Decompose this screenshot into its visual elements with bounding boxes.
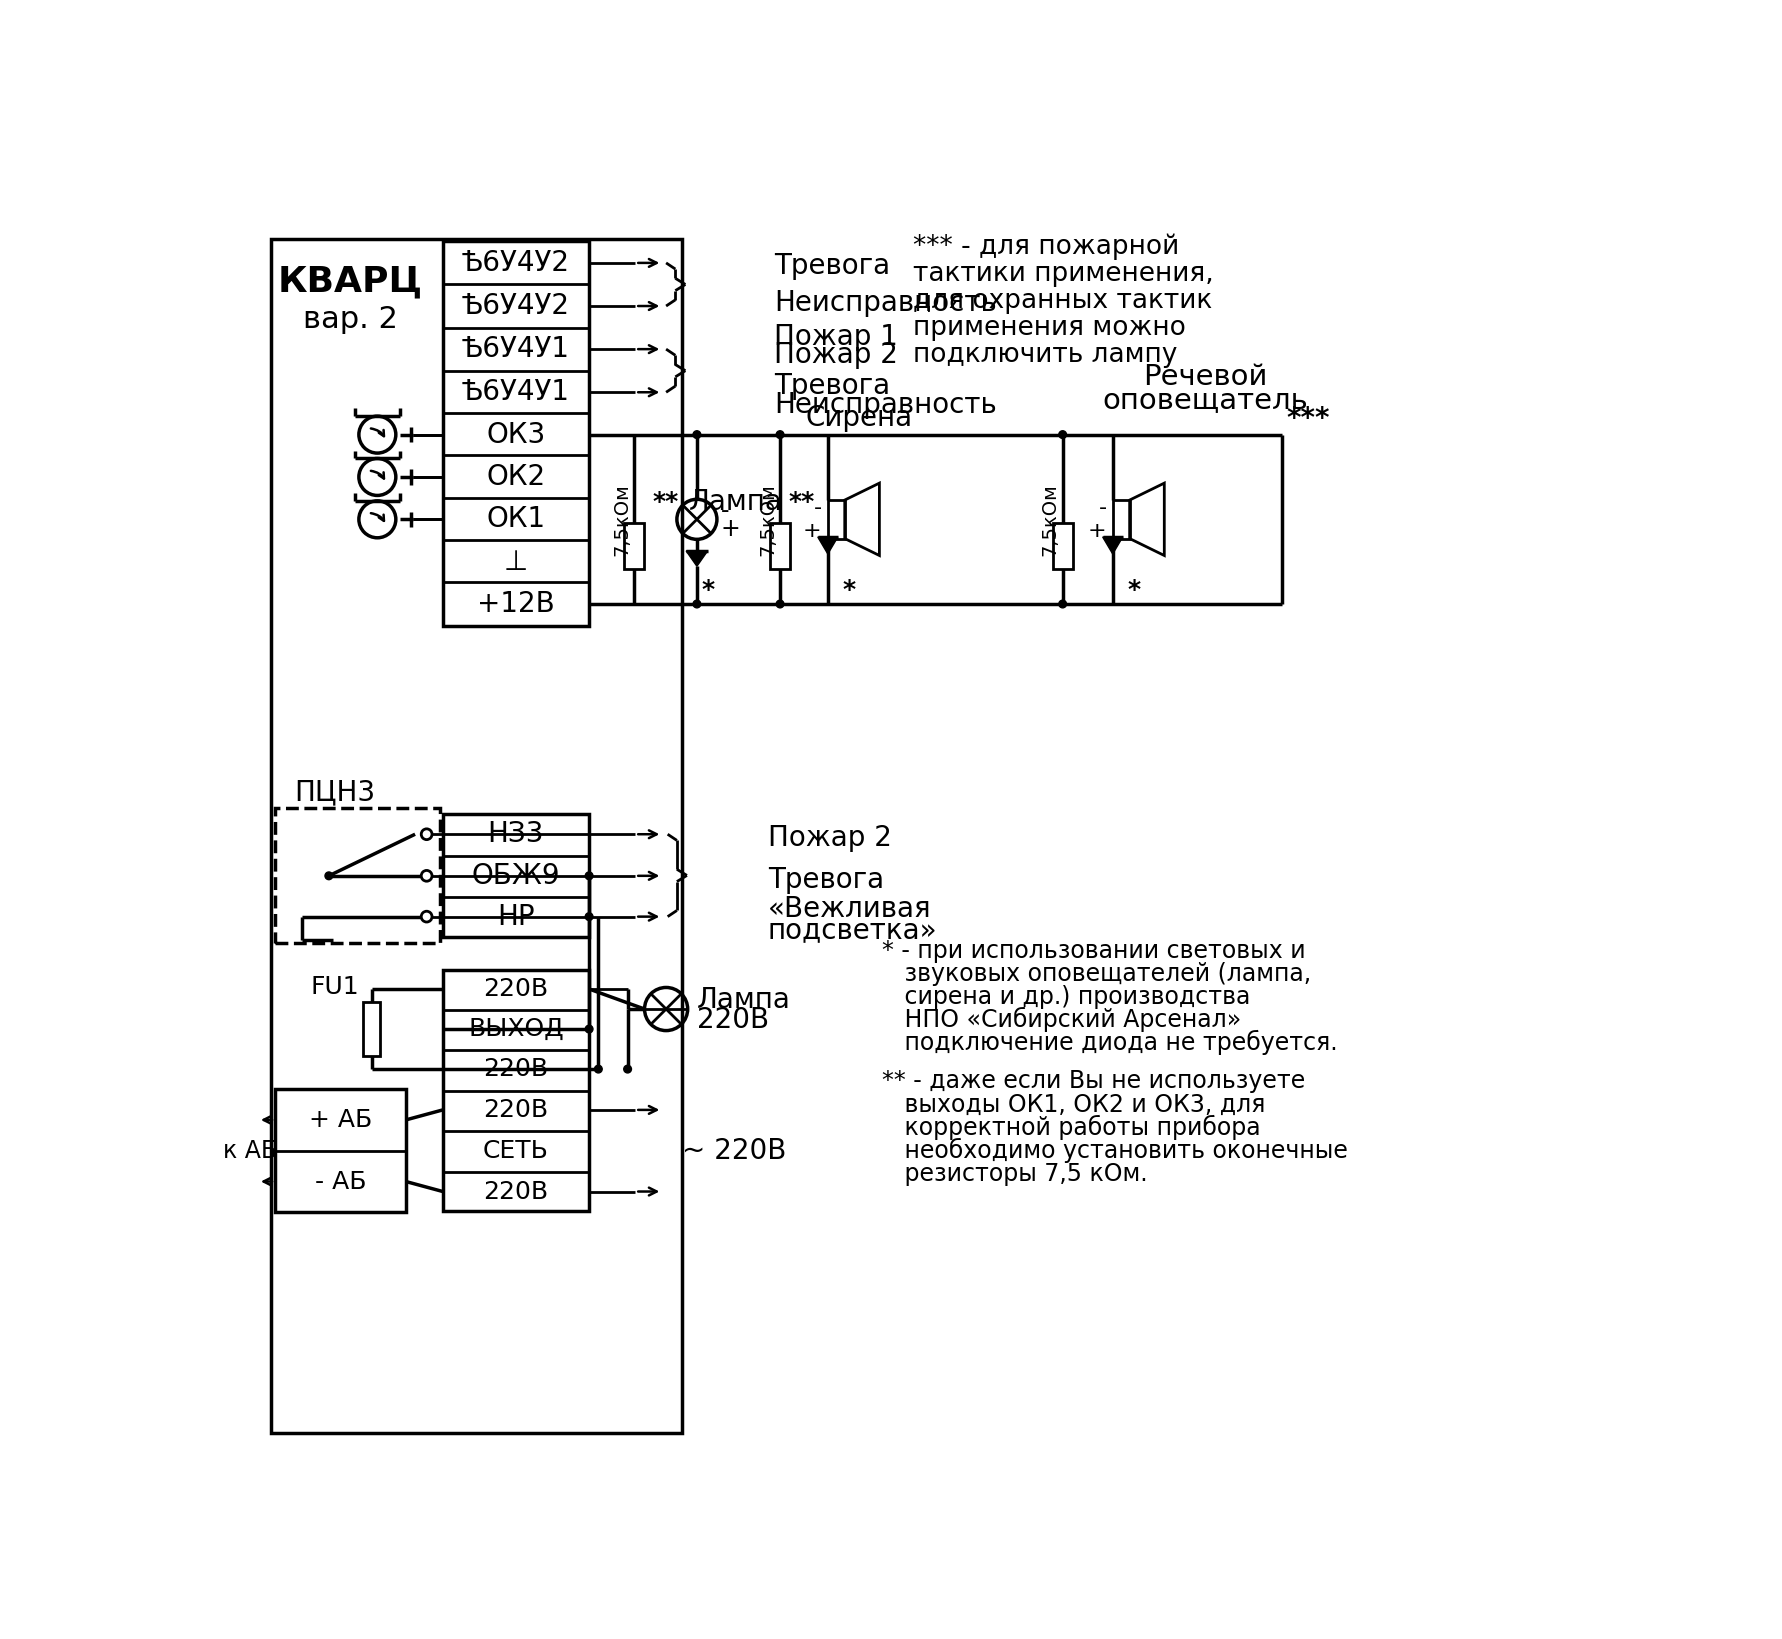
- Text: *: *: [843, 579, 855, 602]
- Text: подсветка»: подсветка»: [768, 916, 937, 944]
- Circle shape: [777, 431, 784, 439]
- Text: *: *: [702, 579, 715, 602]
- Bar: [624, 523, 643, 569]
- Text: Тревога: Тревога: [773, 372, 889, 400]
- Text: FU1: FU1: [310, 975, 360, 998]
- Text: вар. 2: вар. 2: [303, 305, 397, 334]
- Text: Пожар 2: Пожар 2: [773, 341, 898, 369]
- Text: ПЦН3: ПЦН3: [294, 779, 376, 806]
- Text: выходы ОК1, ОК2 и ОК3, для: выходы ОК1, ОК2 и ОК3, для: [882, 1093, 1265, 1116]
- Circle shape: [324, 872, 333, 880]
- Text: 7,5кОм: 7,5кОм: [759, 484, 777, 556]
- Text: - АБ: - АБ: [315, 1170, 365, 1193]
- Text: +: +: [804, 521, 822, 541]
- Text: Ѣ6У4У2: Ѣ6У4У2: [462, 249, 570, 277]
- Text: *** - для пожарной: *** - для пожарной: [912, 233, 1178, 261]
- Text: 220В: 220В: [483, 1098, 549, 1123]
- Text: ⊥: ⊥: [504, 547, 527, 575]
- Text: Ѣ6У4У1: Ѣ6У4У1: [462, 379, 570, 406]
- Text: +12В: +12В: [478, 590, 554, 618]
- Text: Тревога: Тревога: [768, 865, 884, 893]
- Text: Пожар 2: Пожар 2: [768, 824, 891, 852]
- Bar: [271, 239, 681, 1432]
- Circle shape: [693, 431, 700, 439]
- Polygon shape: [818, 538, 838, 554]
- Circle shape: [595, 1065, 602, 1074]
- Text: + АБ: + АБ: [308, 1108, 372, 1133]
- Circle shape: [624, 1065, 631, 1074]
- Text: Ѣ6У4У2: Ѣ6У4У2: [462, 292, 570, 320]
- Text: ***: ***: [1287, 405, 1329, 433]
- Text: сирена и др.) производства: сирена и др.) производства: [882, 985, 1251, 1008]
- Text: 220В: 220В: [483, 977, 549, 1001]
- Text: Неисправность: Неисправность: [773, 390, 996, 418]
- Text: ОБЖ9: ОБЖ9: [472, 862, 560, 890]
- Text: СЕТЬ: СЕТЬ: [483, 1139, 549, 1162]
- Polygon shape: [1103, 538, 1123, 554]
- Text: 220В: 220В: [697, 1006, 770, 1034]
- Text: Ѣ6У4У1: Ѣ6У4У1: [462, 334, 570, 364]
- Text: Пожар 1: Пожар 1: [773, 323, 898, 351]
- Bar: [1112, 500, 1130, 539]
- Text: Речевой: Речевой: [1142, 362, 1267, 390]
- Text: ВЫХОД: ВЫХОД: [469, 1018, 563, 1041]
- Text: звуковых оповещателей (лампа,: звуковых оповещателей (лампа,: [882, 962, 1312, 985]
- Text: КВАРЦ: КВАРЦ: [278, 264, 422, 298]
- Bar: [274, 808, 440, 942]
- Text: Лампа: Лампа: [697, 985, 791, 1015]
- Text: -: -: [1098, 498, 1107, 518]
- Text: ** - даже если Вы не используете: ** - даже если Вы не используете: [882, 1069, 1304, 1093]
- Circle shape: [777, 600, 784, 608]
- Text: ~ 220В: ~ 220В: [681, 1137, 786, 1165]
- Bar: [364, 1001, 380, 1056]
- Text: **: **: [652, 490, 679, 515]
- Polygon shape: [686, 551, 707, 567]
- Text: «Вежливая: «Вежливая: [768, 895, 932, 923]
- Text: Тревога: Тревога: [773, 252, 889, 280]
- Text: применения можно: применения можно: [912, 315, 1185, 341]
- Text: 220В: 220В: [483, 1057, 549, 1082]
- Text: ОК3: ОК3: [486, 421, 545, 449]
- Text: подключение диода не требуется.: подключение диода не требуется.: [882, 1031, 1336, 1056]
- Bar: [770, 523, 789, 569]
- Circle shape: [584, 913, 593, 921]
- Bar: [442, 241, 590, 626]
- Text: Лампа: Лампа: [688, 488, 782, 516]
- Text: 220В: 220В: [483, 1180, 549, 1203]
- Text: -: -: [720, 500, 729, 523]
- Bar: [274, 1088, 406, 1213]
- Text: ОК1: ОК1: [486, 505, 545, 533]
- Circle shape: [584, 872, 593, 880]
- Text: +: +: [720, 518, 741, 541]
- Bar: [442, 815, 590, 936]
- Text: +: +: [1089, 521, 1107, 541]
- Text: НПО «Сибирский Арсенал»: НПО «Сибирский Арсенал»: [882, 1008, 1240, 1033]
- Text: корректной работы прибора: корректной работы прибора: [882, 1115, 1260, 1141]
- Circle shape: [1059, 600, 1066, 608]
- Text: 7,5кОм: 7,5кОм: [611, 484, 631, 556]
- Text: оповещатель: оповещатель: [1103, 385, 1308, 415]
- Text: для охранных тактик: для охранных тактик: [912, 287, 1212, 313]
- Text: Сирена: Сирена: [805, 403, 912, 431]
- Bar: [829, 500, 845, 539]
- Text: НР: НР: [497, 903, 535, 931]
- Text: -: -: [814, 498, 822, 518]
- Text: ОК2: ОК2: [486, 462, 545, 492]
- Text: Неисправность: Неисправность: [773, 288, 996, 316]
- Circle shape: [584, 1026, 593, 1033]
- Text: подключить лампу: подключить лампу: [912, 341, 1176, 367]
- Bar: [442, 970, 590, 1211]
- Bar: [1053, 523, 1073, 569]
- Circle shape: [693, 600, 700, 608]
- Text: * - при использовании световых и: * - при использовании световых и: [882, 939, 1306, 962]
- Text: тактики применения,: тактики применения,: [912, 261, 1214, 287]
- Text: *: *: [1128, 579, 1140, 602]
- Circle shape: [1059, 431, 1066, 439]
- Text: необходимо установить оконечные: необходимо установить оконечные: [882, 1137, 1347, 1164]
- Text: НЗ3: НЗ3: [488, 820, 544, 849]
- Text: к АБ: к АБ: [223, 1139, 278, 1162]
- Text: **: **: [788, 490, 814, 515]
- Text: 7,5кОм: 7,5кОм: [1041, 484, 1060, 556]
- Text: резисторы 7,5 кОм.: резисторы 7,5 кОм.: [882, 1162, 1148, 1185]
